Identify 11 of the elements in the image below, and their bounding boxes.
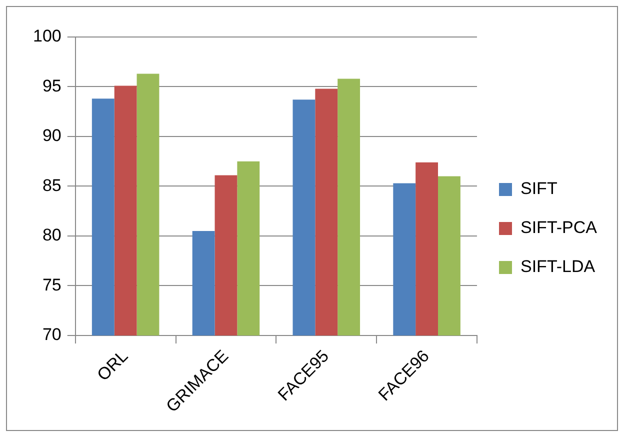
legend-label: SIFT-PCA [520, 218, 598, 238]
y-tick-label: 100 [32, 26, 62, 46]
y-tick-label: 80 [42, 226, 62, 245]
y-tick-label: 85 [42, 176, 62, 195]
legend-label: SIFT [520, 179, 558, 198]
y-tick-label: 70 [42, 325, 62, 344]
y-tick-label: 90 [42, 126, 62, 146]
x-tick-label: ORL [94, 346, 132, 385]
y-tick-label: 75 [42, 275, 62, 294]
legend-label: SIFT-LDA [520, 257, 596, 276]
y-tick-label: 95 [42, 76, 62, 96]
